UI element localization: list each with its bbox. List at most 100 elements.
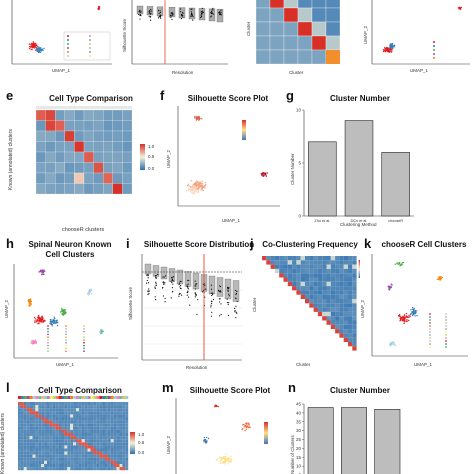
heat-cell: [90, 464, 94, 468]
heat-cell: [87, 414, 91, 418]
heat-cell: [61, 426, 65, 430]
heat-cell: [105, 439, 108, 443]
heat-cell: [93, 445, 97, 449]
heat-cell: [70, 414, 74, 418]
umap-k-point: [399, 264, 402, 266]
heat-cell: [110, 423, 114, 427]
umap-h-point: [56, 324, 59, 327]
umap-f-point: [196, 191, 198, 193]
heat-cell: [84, 451, 88, 455]
panel-label-n: n: [288, 380, 296, 395]
heat-cell: [78, 411, 82, 415]
umap-m-point: [227, 458, 230, 460]
heat-cell: [67, 464, 71, 468]
heat-cell: [49, 451, 53, 455]
heat-cell: [70, 423, 74, 427]
umap-a-point: [29, 46, 31, 48]
box-point: [211, 293, 214, 295]
heat-cell: [339, 290, 344, 295]
box-point: [220, 9, 222, 11]
heat-cell: [18, 460, 21, 464]
heat-cell: [300, 260, 305, 265]
heat-cell: [38, 405, 42, 409]
heat-cell: [112, 162, 123, 174]
heat-cell: [102, 402, 105, 406]
heat-cell: [96, 442, 100, 446]
legend-dot: [83, 339, 85, 341]
box-point: [147, 274, 149, 276]
heat-cell: [61, 411, 65, 415]
heat-cell: [67, 433, 71, 437]
heat-cell: [61, 429, 65, 433]
column-annotation: [84, 396, 88, 399]
umap-d-point: [391, 45, 393, 47]
umap-m-point: [218, 457, 221, 459]
umap-m-point: [205, 439, 207, 441]
umap-k-point: [406, 316, 409, 318]
legend-dot: [83, 336, 85, 339]
box-point: [228, 293, 230, 295]
umap-h-point: [62, 314, 65, 316]
heat-cell: [44, 423, 47, 427]
heat-cell: [292, 281, 297, 287]
heat-cell: [35, 402, 39, 406]
heat-cell: [64, 433, 68, 437]
heat-cell: [29, 426, 33, 430]
heat-cell: [55, 402, 59, 406]
heat-cell: [38, 451, 42, 455]
box-point: [204, 284, 206, 286]
heat-cell: [119, 454, 123, 458]
heat-cell: [64, 423, 68, 427]
heat-cell: [20, 457, 24, 461]
heat-cell: [107, 420, 111, 424]
heat-cell: [32, 442, 36, 446]
umap-f-point: [199, 185, 201, 188]
box-point: [163, 283, 165, 286]
heat-cell: [81, 457, 85, 461]
umap-h-point: [43, 273, 45, 275]
heat-cell: [64, 448, 68, 452]
heat-cell: [317, 294, 323, 299]
heat-cell: [317, 260, 323, 265]
heat-cell: [67, 448, 71, 452]
heat-cell: [326, 273, 331, 278]
heat-cell: [110, 451, 114, 455]
box-point: [220, 14, 222, 16]
heat-cell: [112, 109, 123, 121]
heat-cell: [90, 442, 94, 446]
heat-cell: [119, 429, 123, 433]
heat-cell: [35, 460, 39, 464]
umap-a-point: [30, 44, 32, 46]
heat-cell: [84, 448, 88, 452]
heat-cell: [125, 445, 129, 449]
heat-cell: [55, 109, 65, 121]
heat-cell: [309, 294, 314, 299]
panel-title-n: Cluster Number: [329, 386, 390, 395]
heat-cell: [107, 448, 111, 452]
box-point: [147, 275, 149, 277]
box-point: [149, 16, 152, 18]
umap-k-point: [388, 289, 390, 291]
heat-cell: [105, 442, 108, 446]
umap-d-point: [393, 44, 395, 47]
legend-e: 1.0 0.5 0.0: [140, 144, 155, 171]
heat-cell: [49, 426, 53, 430]
panel-title-e: Cell Type Comparison: [49, 94, 133, 103]
heat-cell: [58, 417, 62, 421]
heat-cell: [67, 411, 71, 415]
heat-cell: [292, 264, 297, 269]
umap-d-point: [384, 51, 387, 53]
heat-cell: [84, 429, 88, 433]
umap-k-point: [401, 261, 404, 264]
umap-f-point: [194, 117, 196, 119]
heat-cell: [343, 299, 348, 304]
heat-cell: [20, 433, 24, 437]
heat-cell: [32, 436, 36, 440]
heat-cell: [70, 411, 74, 415]
heat-cell: [339, 320, 344, 325]
heat-cell: [38, 467, 42, 471]
heat-cell: [116, 460, 120, 464]
heat-cell: [112, 130, 123, 142]
heat-cell: [47, 423, 50, 427]
heat-cell: [125, 457, 129, 461]
